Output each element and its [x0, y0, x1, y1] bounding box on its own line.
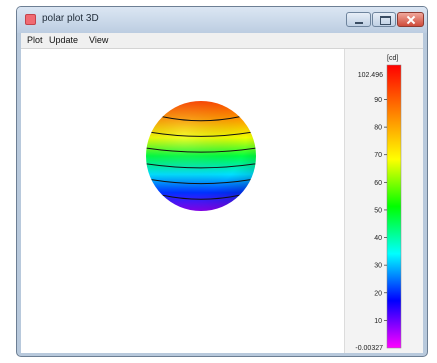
- sphere-contour-line: [151, 179, 251, 185]
- colorbar: [cd] 102.496 -0.00327 90 80 70 60 50 40 30 20 10: [355, 55, 402, 352]
- sphere-contour-line: [146, 147, 256, 153]
- sphere-contour-lines: [146, 116, 256, 200]
- colorbar-tick-label: 60: [374, 180, 382, 187]
- menu-bar: Plot Update View: [21, 33, 423, 49]
- colorbar-min-label: -0.00327: [355, 345, 383, 352]
- menu-update[interactable]: Update: [49, 35, 79, 45]
- maximize-button[interactable]: [372, 12, 396, 27]
- colorbar-tick-label: 70: [374, 152, 382, 159]
- sphere-contour-line: [162, 194, 240, 200]
- colorbar-unit-label: [cd]: [387, 55, 398, 62]
- colorbar-tick-label: 80: [374, 125, 382, 132]
- sphere-contour-line: [162, 116, 240, 122]
- title-bar[interactable]: polar plot 3D: [17, 7, 427, 33]
- menu-plot[interactable]: Plot: [27, 35, 43, 45]
- app-icon: [25, 14, 36, 25]
- plot-area[interactable]: [cd] 102.496 -0.00327 90 80 70 60 50 40 30 20 10: [21, 49, 423, 353]
- minimize-button[interactable]: [346, 12, 371, 27]
- colorbar-tick-label: 50: [374, 207, 382, 214]
- colorbar-tick-label: 40: [374, 235, 382, 242]
- sphere-contour-line: [146, 163, 256, 169]
- polar-plot-canvas[interactable]: [cd] 102.496 -0.00327 90 80 70 60 50 40 30 20 10: [21, 49, 423, 353]
- close-button[interactable]: [397, 12, 424, 27]
- colorbar-tick-label: 20: [374, 290, 382, 297]
- colorbar-tick-label: 90: [374, 97, 382, 104]
- app-window: polar plot 3D Plot Update View: [16, 6, 428, 357]
- sphere: [146, 101, 256, 211]
- window-title: polar plot 3D: [42, 13, 99, 24]
- colorbar-scale: [386, 64, 402, 349]
- colorbar-ticks: 90 80 70 60 50 40 30 20 10: [374, 97, 387, 325]
- sphere-contour-line: [151, 131, 251, 137]
- colorbar-max-label: 102.496: [358, 72, 383, 79]
- colorbar-tick-label: 30: [374, 263, 382, 270]
- colorbar-tick-label: 10: [374, 318, 382, 325]
- menu-view[interactable]: View: [89, 35, 109, 45]
- colorbar-panel: [344, 49, 423, 353]
